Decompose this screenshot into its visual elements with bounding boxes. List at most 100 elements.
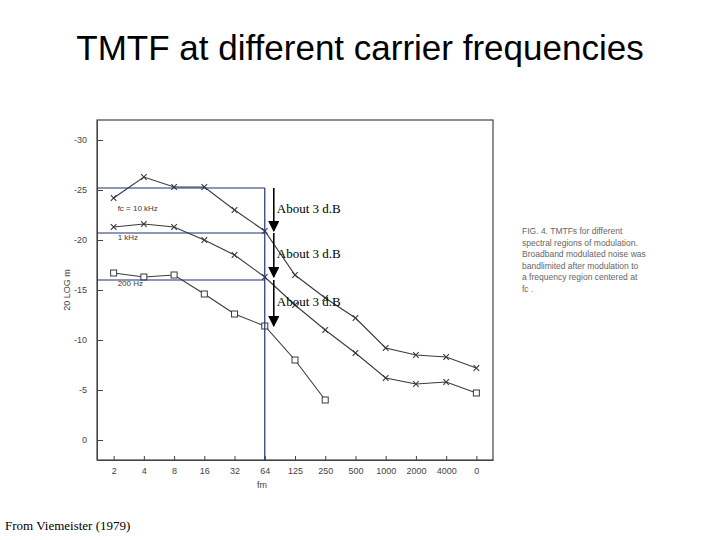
x-axis: 2 4 8 16 32 64 125 250 500 1000 2000 4000 0 (98, 456, 494, 476)
x-tick-label: 16 (200, 466, 210, 476)
slide: TMTF at different carrier frequencies -30… (0, 0, 720, 540)
caption-line: spectral regions of modulation. (522, 238, 638, 248)
x-tick-mark (355, 456, 356, 460)
point-marker (201, 291, 207, 297)
x-tick-label: 32 (230, 466, 240, 476)
x-tick-mark (204, 456, 205, 460)
y-tick-label: -5 (79, 385, 87, 395)
y-tick: -10 (74, 335, 103, 345)
y-tick: -25 (74, 185, 103, 195)
series-labels: fc = 10 kHz1 kHz200 Hz (118, 204, 158, 288)
series-label: 1 kHz (118, 233, 138, 242)
x-tick: 32 (230, 456, 240, 476)
point-marker (322, 397, 328, 403)
caption-line: bandlimited after modulation to (522, 261, 639, 271)
point-marker (353, 315, 359, 321)
point-marker (292, 357, 298, 363)
x-tick: 4000 (437, 456, 457, 476)
y-tick-mark (97, 140, 103, 141)
series-line (114, 224, 477, 393)
point-marker (111, 195, 117, 201)
point-marker (292, 272, 298, 278)
x-tick-label: 4 (142, 466, 147, 476)
annotation-text: About 3 d.B (277, 294, 341, 309)
point-marker (171, 224, 177, 230)
reference-vertical-line (264, 188, 265, 460)
x-tick-label: 64 (260, 466, 270, 476)
annotation-text: About 3 d.B (277, 201, 341, 216)
x-tick-label: 2 (112, 466, 117, 476)
x-tick-label: 125 (288, 466, 303, 476)
source-note: From Viemeister (1979) (5, 518, 130, 533)
point-marker (322, 327, 328, 333)
annotations: About 3 d.BAbout 3 d.BAbout 3 d.B (97, 188, 341, 460)
reference-line (97, 279, 265, 280)
figure-caption: FIG. 4. TMTFs for differentspectral regi… (522, 226, 646, 294)
x-tick-mark (386, 456, 387, 460)
x-tick: 2000 (406, 456, 426, 476)
y-tick-mark (97, 240, 103, 241)
x-tick-label: 8 (172, 466, 177, 476)
point-marker (383, 345, 389, 351)
y-tick: -30 (74, 135, 103, 145)
y-tick-label: -25 (74, 185, 87, 195)
x-tick-mark (235, 456, 236, 460)
x-tick-mark (476, 456, 477, 460)
point-marker (171, 184, 177, 190)
slide-title: TMTF at different carrier frequencies (76, 28, 643, 67)
plot-marks (111, 174, 480, 403)
y-tick: 0 (82, 435, 103, 445)
point-marker (383, 375, 389, 381)
x-tick-label: 1000 (376, 466, 396, 476)
x-tick-mark (325, 456, 326, 460)
point-marker (353, 350, 359, 356)
x-tick-label: 250 (318, 466, 333, 476)
x-tick: 4 (142, 456, 147, 476)
reference-line (97, 187, 265, 188)
y-tick-label: 0 (82, 435, 87, 445)
x-tick: 0 (474, 456, 479, 476)
y-tick: -5 (79, 385, 103, 395)
point-marker (443, 354, 449, 360)
point-marker (202, 184, 208, 190)
annotation-arrow (273, 188, 275, 231)
point-marker (443, 379, 449, 385)
point-marker (141, 174, 147, 180)
x-tick-label: 2000 (406, 466, 426, 476)
point-marker (474, 365, 480, 371)
caption-line: Broadband modulated noise was (522, 249, 646, 259)
y-tick-mark (97, 190, 103, 191)
x-tick: 500 (348, 456, 363, 476)
y-axis-title: 20 LOG m (62, 269, 72, 311)
x-tick-mark (416, 456, 417, 460)
point-marker (232, 252, 238, 258)
y-tick-mark (97, 340, 103, 341)
point-marker (413, 352, 419, 358)
series-line (114, 177, 477, 368)
point-marker (111, 270, 117, 276)
point-marker (232, 207, 238, 213)
series-line (114, 273, 477, 400)
y-axis: -30-25-20-15-10-50 (74, 121, 103, 461)
x-tick: 1000 (376, 456, 396, 476)
x-tick: 2 (112, 456, 117, 476)
x-tick: 250 (318, 456, 333, 476)
x-tick-label: 4000 (437, 466, 457, 476)
point-marker (141, 221, 147, 227)
x-tick-label: 500 (348, 466, 363, 476)
point-marker (111, 224, 117, 230)
y-tick-label: -30 (74, 135, 87, 145)
point-marker (232, 311, 238, 317)
annotation-arrow (273, 280, 275, 326)
y-tick-mark (97, 290, 103, 291)
caption-line: fc . (522, 284, 533, 294)
y-tick-mark (97, 440, 103, 441)
caption-line: a frequency region centered at (522, 272, 638, 282)
reference-line (97, 232, 265, 233)
x-tick-label: 0 (474, 466, 479, 476)
x-tick: 125 (288, 456, 303, 476)
x-tick-mark (295, 456, 296, 460)
y-tick-label: -10 (74, 335, 87, 345)
x-tick: 16 (200, 456, 210, 476)
point-marker (413, 381, 419, 387)
